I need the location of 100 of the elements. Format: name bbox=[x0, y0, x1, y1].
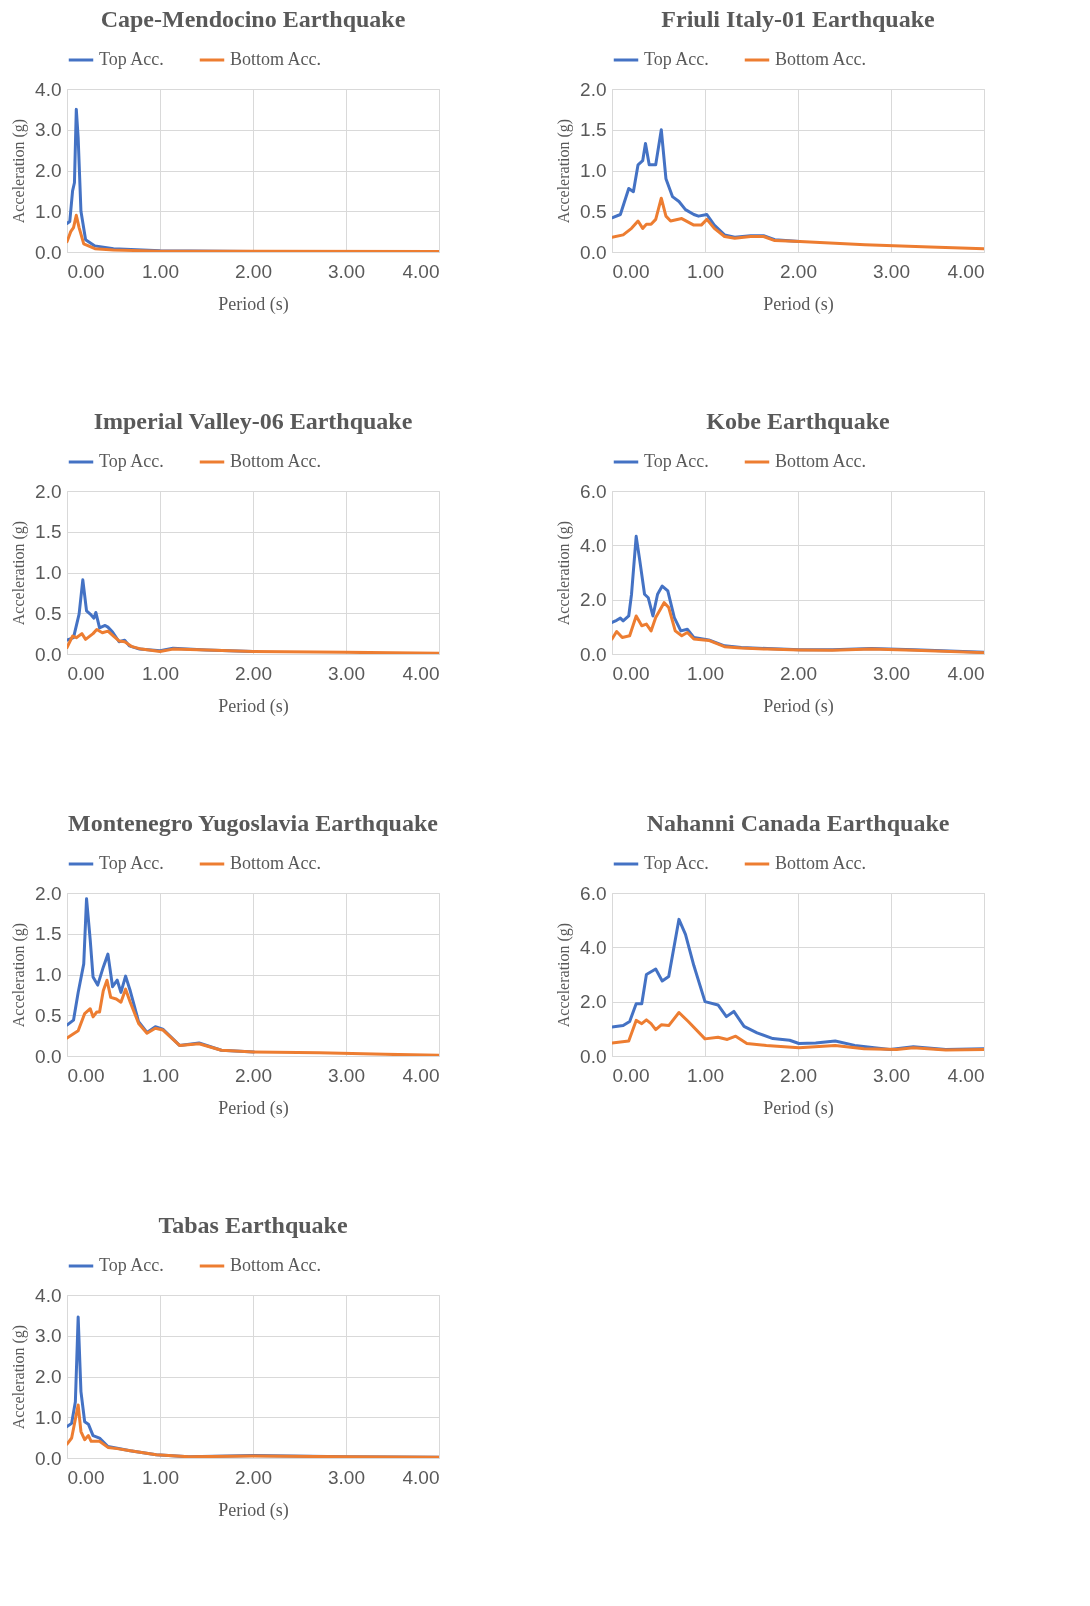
legend-label: Top Acc. bbox=[99, 451, 164, 471]
x-tick-label: 4.00 bbox=[947, 260, 985, 282]
y-tick-label: 3.0 bbox=[35, 119, 62, 141]
y-tick-label: 6.0 bbox=[580, 882, 607, 904]
y-tick-label: 2.0 bbox=[35, 882, 62, 904]
x-axis-title: Period (s) bbox=[218, 293, 289, 315]
chart-title: Imperial Valley-06 Earthquake bbox=[93, 408, 413, 434]
y-tick-label: 3.0 bbox=[35, 1325, 62, 1347]
y-tick-label: 4.0 bbox=[35, 78, 62, 100]
x-tick-label: 1.00 bbox=[142, 1064, 179, 1086]
y-tick-label: 0.0 bbox=[35, 643, 62, 665]
y-tick-label: 1.0 bbox=[580, 160, 607, 181]
legend-label: Top Acc. bbox=[644, 49, 709, 69]
x-tick-label: 3.00 bbox=[873, 662, 910, 684]
x-tick-label: 0.00 bbox=[67, 1064, 105, 1086]
y-tick-label: 2.0 bbox=[35, 160, 62, 181]
y-tick-label: 0.0 bbox=[35, 1045, 62, 1067]
y-axis-title: Acceleration (g) bbox=[555, 922, 574, 1028]
x-tick-label: 0.00 bbox=[612, 662, 650, 684]
y-tick-label: 0.0 bbox=[35, 1447, 62, 1469]
x-tick-label: 2.00 bbox=[780, 260, 817, 282]
x-axis-title: Period (s) bbox=[218, 695, 289, 717]
x-axis-title: Period (s) bbox=[763, 1097, 834, 1119]
x-tick-label: 4.00 bbox=[947, 662, 985, 684]
y-tick-label: 1.5 bbox=[35, 521, 62, 543]
y-tick-label: 4.0 bbox=[580, 936, 607, 958]
x-tick-label: 1.00 bbox=[687, 1064, 724, 1086]
y-tick-label: 4.0 bbox=[580, 534, 607, 556]
legend-label: Bottom Acc. bbox=[775, 853, 866, 873]
legend-label: Bottom Acc. bbox=[775, 451, 866, 471]
y-axis-title: Acceleration (g) bbox=[555, 520, 574, 626]
x-tick-label: 4.00 bbox=[402, 662, 440, 684]
x-axis-title: Period (s) bbox=[218, 1097, 289, 1119]
x-tick-label: 4.00 bbox=[947, 1064, 985, 1086]
y-tick-label: 2.0 bbox=[35, 1366, 62, 1387]
x-tick-label: 3.00 bbox=[328, 1064, 365, 1086]
y-tick-label: 0.0 bbox=[35, 241, 62, 263]
x-tick-label: 1.00 bbox=[142, 662, 179, 684]
x-tick-label: 2.00 bbox=[235, 260, 272, 282]
x-tick-label: 0.00 bbox=[67, 260, 105, 282]
x-tick-label: 2.00 bbox=[235, 662, 272, 684]
legend-label: Bottom Acc. bbox=[230, 1255, 321, 1275]
x-tick-label: 0.00 bbox=[67, 1466, 105, 1488]
legend-label: Bottom Acc. bbox=[230, 853, 321, 873]
x-axis-title: Period (s) bbox=[218, 1499, 289, 1521]
y-tick-label: 2.0 bbox=[35, 480, 62, 502]
legend-label: Top Acc. bbox=[99, 49, 164, 69]
y-tick-label: 2.0 bbox=[580, 589, 607, 611]
legend-label: Top Acc. bbox=[644, 853, 709, 873]
x-axis-title: Period (s) bbox=[763, 293, 834, 315]
chart-title: Friuli Italy-01 Earthquake bbox=[661, 6, 936, 32]
x-tick-label: 4.00 bbox=[402, 1466, 440, 1488]
y-tick-label: 0.5 bbox=[580, 200, 607, 222]
y-tick-label: 0.0 bbox=[580, 241, 607, 263]
y-axis-title: Acceleration (g) bbox=[10, 520, 29, 626]
x-tick-label: 4.00 bbox=[402, 1064, 440, 1086]
x-tick-label: 0.00 bbox=[612, 260, 650, 282]
y-axis-title: Acceleration (g) bbox=[10, 922, 29, 1028]
x-tick-label: 1.00 bbox=[687, 662, 724, 684]
chart-title: Montenegro Yugoslavia Earthquake bbox=[68, 810, 439, 836]
chart-title: Cape-Mendocino Earthquake bbox=[100, 6, 406, 32]
legend-label: Top Acc. bbox=[644, 451, 709, 471]
y-axis-title: Acceleration (g) bbox=[10, 1324, 29, 1430]
y-tick-label: 0.0 bbox=[580, 643, 607, 665]
x-tick-label: 3.00 bbox=[328, 1466, 365, 1488]
y-tick-label: 6.0 bbox=[580, 480, 607, 502]
chart-title: Tabas Earthquake bbox=[158, 1212, 348, 1238]
chart-title: Nahanni Canada Earthquake bbox=[646, 810, 950, 836]
legend-label: Top Acc. bbox=[99, 1255, 164, 1275]
y-tick-label: 0.0 bbox=[580, 1045, 607, 1067]
x-tick-label: 1.00 bbox=[687, 260, 724, 282]
y-tick-label: 0.5 bbox=[35, 602, 62, 624]
x-tick-label: 1.00 bbox=[142, 260, 179, 282]
x-tick-label: 2.00 bbox=[780, 1064, 817, 1086]
x-tick-label: 4.00 bbox=[402, 260, 440, 282]
y-tick-label: 1.0 bbox=[35, 562, 62, 583]
x-tick-label: 3.00 bbox=[328, 662, 365, 684]
x-tick-label: 2.00 bbox=[780, 662, 817, 684]
x-tick-label: 3.00 bbox=[328, 260, 365, 282]
x-tick-label: 0.00 bbox=[612, 1064, 650, 1086]
x-tick-label: 3.00 bbox=[873, 260, 910, 282]
y-tick-label: 1.0 bbox=[35, 1406, 62, 1428]
x-tick-label: 0.00 bbox=[67, 662, 105, 684]
y-tick-label: 1.5 bbox=[580, 119, 607, 141]
legend-label: Bottom Acc. bbox=[230, 451, 321, 471]
x-tick-label: 3.00 bbox=[873, 1064, 910, 1086]
x-tick-label: 2.00 bbox=[235, 1466, 272, 1488]
y-axis-title: Acceleration (g) bbox=[10, 118, 29, 224]
y-tick-label: 2.0 bbox=[580, 78, 607, 100]
legend-label: Bottom Acc. bbox=[775, 49, 866, 69]
y-tick-label: 1.5 bbox=[35, 923, 62, 945]
chart-title: Kobe Earthquake bbox=[706, 408, 891, 434]
y-tick-label: 4.0 bbox=[35, 1284, 62, 1306]
x-tick-label: 2.00 bbox=[235, 1064, 272, 1086]
y-tick-label: 1.0 bbox=[35, 964, 62, 985]
y-axis-title: Acceleration (g) bbox=[555, 118, 574, 224]
y-tick-label: 0.5 bbox=[35, 1004, 62, 1026]
y-tick-label: 2.0 bbox=[580, 991, 607, 1013]
x-tick-label: 1.00 bbox=[142, 1466, 179, 1488]
y-tick-label: 1.0 bbox=[35, 200, 62, 222]
